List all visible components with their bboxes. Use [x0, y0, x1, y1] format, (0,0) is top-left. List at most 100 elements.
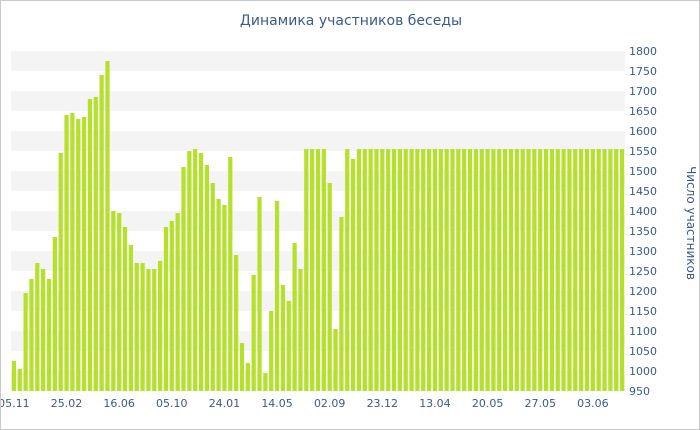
- bar: [304, 149, 309, 391]
- bar: [286, 301, 291, 391]
- bar: [23, 293, 28, 391]
- bar: [526, 149, 531, 391]
- bar: [561, 149, 566, 391]
- bar: [608, 149, 613, 391]
- bar: [134, 263, 139, 391]
- bar: [152, 269, 157, 391]
- y-tick-label: 1150: [629, 305, 657, 318]
- bar: [491, 149, 496, 391]
- y-tick-label: 1250: [629, 265, 657, 278]
- bar: [263, 373, 268, 391]
- bar: [204, 165, 209, 391]
- bar: [117, 213, 122, 391]
- bar: [538, 149, 543, 391]
- y-tick-label: 1750: [629, 65, 657, 78]
- bar: [386, 149, 391, 391]
- bar: [514, 149, 519, 391]
- bar: [368, 149, 373, 391]
- bar: [473, 149, 478, 391]
- bar: [403, 149, 408, 391]
- bar: [245, 363, 250, 391]
- bar: [549, 149, 555, 391]
- bar: [76, 119, 81, 391]
- bar: [310, 149, 315, 391]
- y-tick-label: 1650: [629, 105, 657, 118]
- bar: [193, 149, 198, 391]
- bar: [427, 149, 432, 391]
- bar: [333, 329, 338, 391]
- bar: [210, 183, 215, 391]
- bar: [46, 279, 52, 391]
- bar: [35, 263, 40, 391]
- bar: [479, 149, 484, 391]
- x-tick-label: 05.10: [156, 397, 188, 410]
- bar: [52, 237, 57, 391]
- x-tick-label: 05.11: [1, 397, 30, 410]
- bar: [158, 261, 163, 391]
- y-tick-label: 1300: [629, 245, 657, 258]
- bar: [350, 159, 356, 391]
- bar: [555, 149, 560, 391]
- bar: [269, 311, 274, 391]
- bar: [70, 113, 75, 391]
- bar: [339, 217, 344, 391]
- bar: [87, 99, 93, 391]
- bar: [327, 183, 332, 391]
- chart-title: Динамика участников беседы: [239, 13, 463, 29]
- bar: [11, 361, 17, 391]
- bar: [169, 221, 174, 391]
- bar: [409, 149, 414, 391]
- bar: [532, 149, 537, 391]
- grid-band: [11, 91, 625, 111]
- bar: [614, 149, 619, 391]
- bar: [374, 149, 379, 391]
- bar: [216, 199, 221, 391]
- bar: [421, 149, 426, 391]
- bar: [467, 149, 473, 391]
- y-tick-label: 950: [629, 385, 650, 398]
- y-tick-label: 1600: [629, 125, 657, 138]
- bar: [508, 149, 514, 391]
- y-axis-label: Число участников: [684, 166, 698, 280]
- bar: [362, 149, 367, 391]
- y-tick-label: 1700: [629, 85, 657, 98]
- bar: [111, 211, 116, 391]
- bar: [41, 269, 46, 391]
- y-tick-label: 1550: [629, 145, 657, 158]
- bar: [122, 227, 128, 391]
- x-tick-label: 03.06: [577, 397, 609, 410]
- bar: [29, 279, 34, 391]
- bar: [345, 149, 350, 391]
- grid-band: [11, 51, 625, 71]
- y-tick-label: 1200: [629, 285, 657, 298]
- bar: [81, 117, 87, 391]
- bar: [456, 149, 461, 391]
- x-tick-label: 23.12: [367, 397, 399, 410]
- x-tick-label: 13.04: [419, 397, 451, 410]
- bar: [257, 197, 262, 391]
- bar: [99, 75, 104, 391]
- y-tick-label: 1000: [629, 365, 657, 378]
- y-tick-label: 1400: [629, 205, 657, 218]
- bar: [444, 149, 449, 391]
- bar: [187, 151, 192, 391]
- bar: [584, 149, 590, 391]
- bar: [128, 245, 133, 391]
- x-tick-label: 14.05: [261, 397, 293, 410]
- x-tick-label: 20.05: [472, 397, 504, 410]
- grid-band: [11, 131, 625, 151]
- bar: [292, 243, 297, 391]
- bar: [228, 157, 233, 391]
- bar: [321, 149, 326, 391]
- bar: [198, 153, 204, 391]
- bar: [234, 255, 239, 391]
- bar: [315, 149, 321, 391]
- x-tick-label: 24.01: [209, 397, 241, 410]
- bar: [274, 201, 280, 391]
- bar: [520, 149, 525, 391]
- bar: [356, 149, 362, 391]
- bar: [432, 149, 438, 391]
- y-tick-label: 1500: [629, 165, 657, 178]
- bar: [602, 149, 607, 391]
